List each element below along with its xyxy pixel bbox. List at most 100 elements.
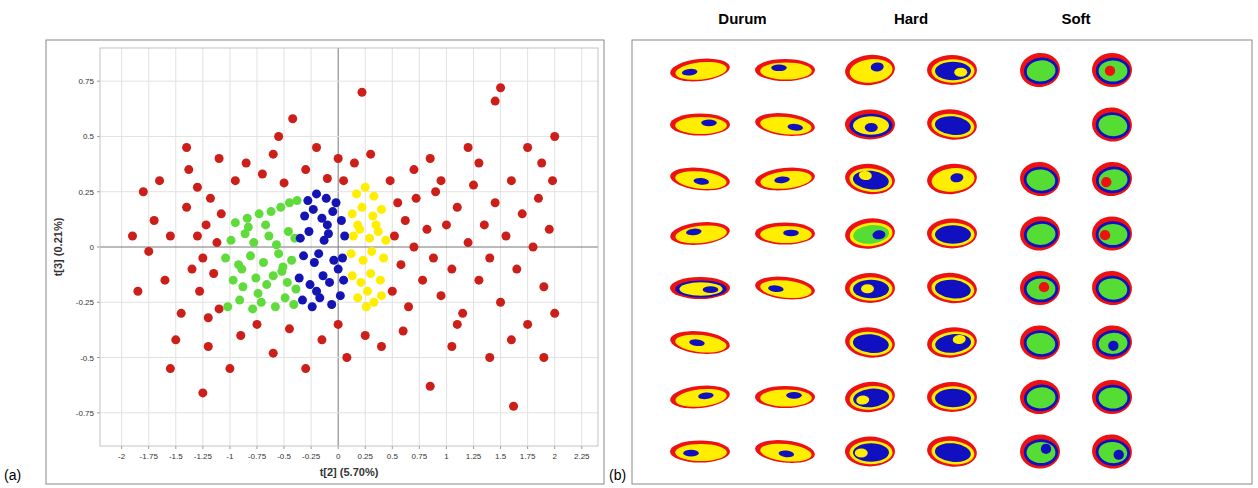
kernel-core (1025, 168, 1056, 192)
kernel-core (1027, 442, 1056, 463)
x-axis-title: t[2] (5.70%) (320, 466, 379, 478)
point (317, 335, 326, 344)
point (133, 287, 142, 296)
point (347, 249, 356, 258)
x-tick-label: -1.25 (194, 452, 213, 461)
point (431, 187, 440, 196)
kernel-core (852, 332, 890, 354)
point (363, 287, 372, 296)
kernel-rim (845, 110, 895, 140)
kernel-core (1097, 114, 1128, 138)
point (301, 165, 310, 174)
y-grid-line (100, 302, 598, 303)
kernel (927, 55, 977, 85)
point (248, 304, 257, 313)
kernel-patch (868, 337, 882, 347)
kernel-patch (1103, 389, 1113, 399)
kernel-ring (850, 441, 893, 464)
point (252, 320, 261, 329)
kernel-rim (755, 59, 815, 81)
kernel-core (852, 223, 890, 245)
point (409, 243, 418, 252)
point (319, 271, 328, 280)
point (550, 132, 559, 141)
kernel (1018, 215, 1061, 253)
kernel-patch (698, 392, 714, 400)
kernel-rim (1018, 378, 1061, 416)
kernel (669, 328, 731, 356)
kernel-core (764, 444, 808, 462)
kernel-patch (856, 395, 870, 405)
point (422, 225, 431, 234)
kernel (1018, 51, 1061, 89)
kernel-patch (938, 231, 951, 240)
point (366, 150, 375, 159)
kernel-ring (930, 330, 975, 358)
kernel-patch (870, 62, 884, 72)
kernel-rim (844, 161, 897, 196)
kernel (1018, 324, 1061, 362)
point (356, 278, 365, 287)
grid (100, 48, 598, 446)
point (202, 220, 211, 229)
kernel-patch (774, 176, 790, 184)
kernel-patch (943, 120, 957, 130)
kernel-core (1026, 222, 1057, 246)
kernel-ring (759, 278, 812, 300)
point (274, 249, 283, 258)
kernel-core (679, 171, 723, 189)
point (269, 271, 278, 280)
point (223, 302, 232, 311)
point (337, 216, 346, 225)
kernel-patch (1041, 177, 1052, 188)
point (258, 170, 267, 179)
kernel-ring (760, 169, 813, 191)
point (215, 304, 224, 313)
kernel-patch (689, 339, 705, 347)
point (193, 231, 202, 240)
point (437, 291, 446, 300)
point (310, 258, 319, 267)
kernel-ring (675, 444, 727, 461)
point (221, 254, 230, 263)
point (474, 276, 483, 285)
kernel-core (1026, 386, 1057, 410)
kernel-ring (1022, 329, 1059, 359)
kernel-core (764, 64, 807, 78)
point (496, 298, 505, 307)
kernel-ring (930, 275, 975, 303)
point (369, 192, 378, 201)
point (242, 158, 251, 167)
point (539, 282, 548, 291)
kernel-rim (927, 55, 977, 85)
figure: -2-1.75-1.5-1.25-1-0.75-0.5-0.2500.250.5… (0, 0, 1258, 488)
kernel-ring (1096, 385, 1130, 412)
kernel-ring (1024, 276, 1058, 303)
point (412, 194, 421, 203)
kernel-core (679, 62, 723, 80)
kernel-patch (768, 285, 784, 293)
point (480, 220, 489, 229)
point (357, 88, 366, 97)
kernel-core (679, 389, 723, 407)
point (198, 254, 207, 263)
point (512, 265, 521, 274)
kernel-ring (932, 223, 975, 246)
kernel-core (764, 117, 808, 135)
kernel-ring (1096, 58, 1130, 85)
point (254, 289, 263, 298)
kernel (1018, 160, 1061, 198)
point (437, 176, 446, 185)
kernel-patch (858, 170, 872, 180)
point (390, 231, 399, 240)
kernel-core (1099, 224, 1128, 245)
kernel-ring (1024, 439, 1058, 466)
point (496, 83, 505, 92)
kernel-ring (1094, 438, 1131, 468)
group-title: Soft (1061, 10, 1090, 27)
kernel-ring (674, 169, 727, 191)
point (464, 143, 473, 152)
kernel-rim (1018, 324, 1061, 362)
point (285, 198, 294, 207)
point (243, 214, 252, 223)
